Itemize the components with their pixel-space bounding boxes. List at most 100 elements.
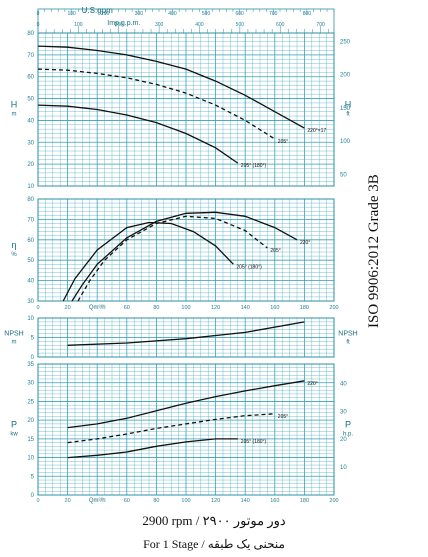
panel-frame-efficiency xyxy=(37,198,335,302)
y-tick-label-head: 60 xyxy=(27,75,34,81)
series-label-power-2: 205° (180°) xyxy=(241,439,267,445)
y-right-axis-label-head: H xyxy=(345,100,352,110)
top-us-tick-label: 700 xyxy=(269,11,278,17)
y-right-tick-label-power: 20 xyxy=(340,437,347,443)
curve-efficiency-0 xyxy=(71,211,298,302)
top-imp-tick-label: 200 xyxy=(115,22,124,28)
series-label-power-0: 220° xyxy=(307,381,317,387)
y-tick-label-power: 10 xyxy=(27,456,34,462)
y-tick-label-head: 70 xyxy=(27,53,34,59)
top-imp-tick-label: 400 xyxy=(195,22,204,28)
iso-standard-label: ISO 9906:2012 Grade 3B xyxy=(366,174,382,328)
series-label-power-1: 205° xyxy=(278,414,288,420)
rpm-caption: 2900 rpm / ۲۹۰۰ دور موتور xyxy=(142,513,286,528)
x-tick-label-bottom: 0 xyxy=(36,498,39,504)
y-tick-label-power: 25 xyxy=(27,399,34,405)
y-tick-label-head: 80 xyxy=(27,31,34,37)
series-label-efficiency-1: 205° xyxy=(270,248,280,254)
x-tick-label-mid: 0 xyxy=(36,305,39,311)
y-tick-label-power: 20 xyxy=(27,418,34,424)
top-us-tick-label: 800 xyxy=(303,11,312,17)
curve-npsh-0 xyxy=(67,321,305,346)
y-right-axis-label-npsh: NPSH xyxy=(338,331,357,338)
top-imp-tick-label: 700 xyxy=(316,22,325,28)
y-right-axis-unit-power: h.p. xyxy=(343,432,353,438)
top-us-tick-label: 300 xyxy=(135,11,144,17)
top-imp-axis-title: Imp.g.p.m. xyxy=(107,20,140,27)
y-tick-label-head: 50 xyxy=(27,97,34,103)
x-tick-label-mid: 120 xyxy=(211,305,220,311)
y-tick-label-npsh: 5 xyxy=(31,336,35,342)
y-axis-unit-efficiency: % xyxy=(11,252,17,258)
pump-performance-chart: 102030405060708050100150200250HmHft220°×… xyxy=(4,6,357,504)
x-tick-label-mid: 140 xyxy=(241,305,250,311)
y-axis-label-power: P xyxy=(11,420,17,430)
top-us-tick-label: 0 xyxy=(37,11,40,17)
y-tick-label-head: 40 xyxy=(27,118,34,124)
y-axis-label-head: H xyxy=(11,100,18,110)
top-imp-tick-label: 600 xyxy=(276,22,285,28)
x-tick-label-mid: 100 xyxy=(181,305,190,311)
x-axis-title-mid: Qm³/h xyxy=(89,305,106,311)
y-right-tick-label-head: 50 xyxy=(340,173,347,179)
y-tick-label-efficiency: 60 xyxy=(27,238,34,244)
y-tick-label-power: 0 xyxy=(31,493,35,499)
top-imp-tick-label: 500 xyxy=(236,22,245,28)
x-tick-label-mid: 60 xyxy=(124,305,130,311)
y-right-tick-label-head: 100 xyxy=(340,139,351,145)
y-tick-label-power: 35 xyxy=(27,362,34,368)
y-axis-label-npsh: NPSH xyxy=(4,331,23,338)
curve-efficiency-2 xyxy=(62,221,234,302)
panel-frame-npsh xyxy=(37,317,335,358)
series-label-head-2: 205° (180°) xyxy=(241,163,267,169)
y-axis-unit-npsh: m xyxy=(12,340,17,346)
top-imp-tick-label: 0 xyxy=(37,22,40,28)
y-right-axis-unit-npsh: ft xyxy=(346,340,350,346)
x-tick-label-bottom: 100 xyxy=(181,498,190,504)
curve-efficiency-1 xyxy=(77,215,268,302)
y-tick-label-efficiency: 50 xyxy=(27,258,34,264)
x-tick-label-bottom: 200 xyxy=(329,498,338,504)
y-tick-label-power: 5 xyxy=(31,474,35,480)
top-us-axis-title: U.S.gpm xyxy=(82,6,113,15)
y-tick-label-npsh: 10 xyxy=(27,316,34,322)
y-axis-unit-power: kw xyxy=(10,432,18,438)
y-right-tick-label-power: 10 xyxy=(340,465,347,471)
top-imp-tick-label: 300 xyxy=(155,22,164,28)
curve-head-1 xyxy=(37,68,276,140)
curve-power-0 xyxy=(67,380,305,429)
y-right-tick-label-power: 30 xyxy=(340,409,347,415)
y-axis-label-efficiency: η xyxy=(11,240,16,250)
curve-head-0 xyxy=(37,45,305,129)
x-tick-label-bottom: 60 xyxy=(124,498,130,504)
x-tick-label-mid: 20 xyxy=(65,305,71,311)
x-tick-label-bottom: 140 xyxy=(241,498,250,504)
top-imp-tick-label: 100 xyxy=(74,22,83,28)
y-tick-label-head: 30 xyxy=(27,140,34,146)
x-tick-label-bottom: 120 xyxy=(211,498,220,504)
y-tick-label-efficiency: 30 xyxy=(27,299,34,305)
curve-power-2 xyxy=(67,438,238,459)
y-right-axis-label-power: P xyxy=(345,420,351,430)
x-tick-label-bottom: 160 xyxy=(270,498,279,504)
y-right-tick-label-power: 40 xyxy=(340,381,347,387)
y-axis-unit-head: m xyxy=(12,112,17,118)
top-us-tick-label: 400 xyxy=(168,11,177,17)
x-tick-label-bottom: 180 xyxy=(300,498,309,504)
y-right-tick-label-head: 150 xyxy=(340,106,351,112)
y-tick-label-efficiency: 40 xyxy=(27,279,34,285)
x-tick-label-bottom: 20 xyxy=(65,498,71,504)
top-us-tick-label: 200 xyxy=(101,11,110,17)
x-tick-label-mid: 80 xyxy=(153,305,159,311)
x-tick-label-mid: 180 xyxy=(300,305,309,311)
x-axis-title-bottom: Qm³/h xyxy=(89,498,106,504)
y-tick-label-power: 15 xyxy=(27,437,34,443)
panel-frame-power xyxy=(37,363,335,496)
y-tick-label-npsh: 0 xyxy=(31,355,35,361)
top-us-tick-label: 100 xyxy=(67,11,76,17)
y-right-tick-label-head: 200 xyxy=(340,73,351,79)
series-label-head-0: 220°×17 xyxy=(307,128,326,134)
y-tick-label-efficiency: 70 xyxy=(27,217,34,223)
top-us-tick-label: 600 xyxy=(236,11,245,17)
y-right-axis-unit-head: ft xyxy=(346,112,350,118)
